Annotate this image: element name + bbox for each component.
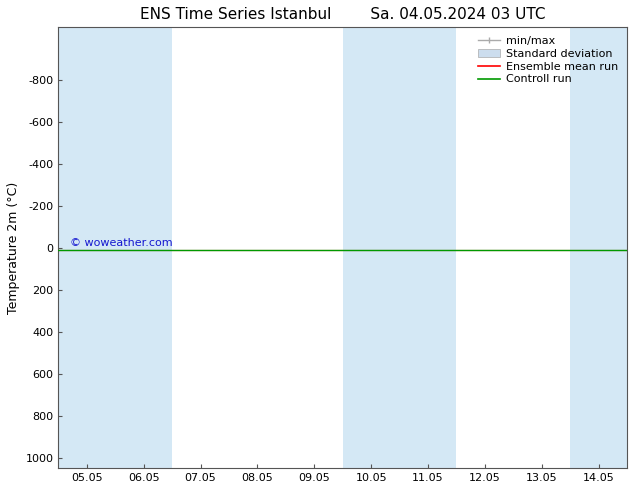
Legend: min/max, Standard deviation, Ensemble mean run, Controll run: min/max, Standard deviation, Ensemble me… bbox=[475, 33, 621, 88]
Bar bbox=[570, 27, 627, 468]
Bar bbox=[115, 27, 172, 468]
Title: ENS Time Series Istanbul        Sa. 04.05.2024 03 UTC: ENS Time Series Istanbul Sa. 04.05.2024 … bbox=[140, 7, 545, 22]
Bar bbox=[343, 27, 399, 468]
Bar bbox=[399, 27, 456, 468]
Bar bbox=[58, 27, 115, 468]
Y-axis label: Temperature 2m (°C): Temperature 2m (°C) bbox=[7, 182, 20, 314]
Text: © woweather.com: © woweather.com bbox=[70, 238, 172, 247]
